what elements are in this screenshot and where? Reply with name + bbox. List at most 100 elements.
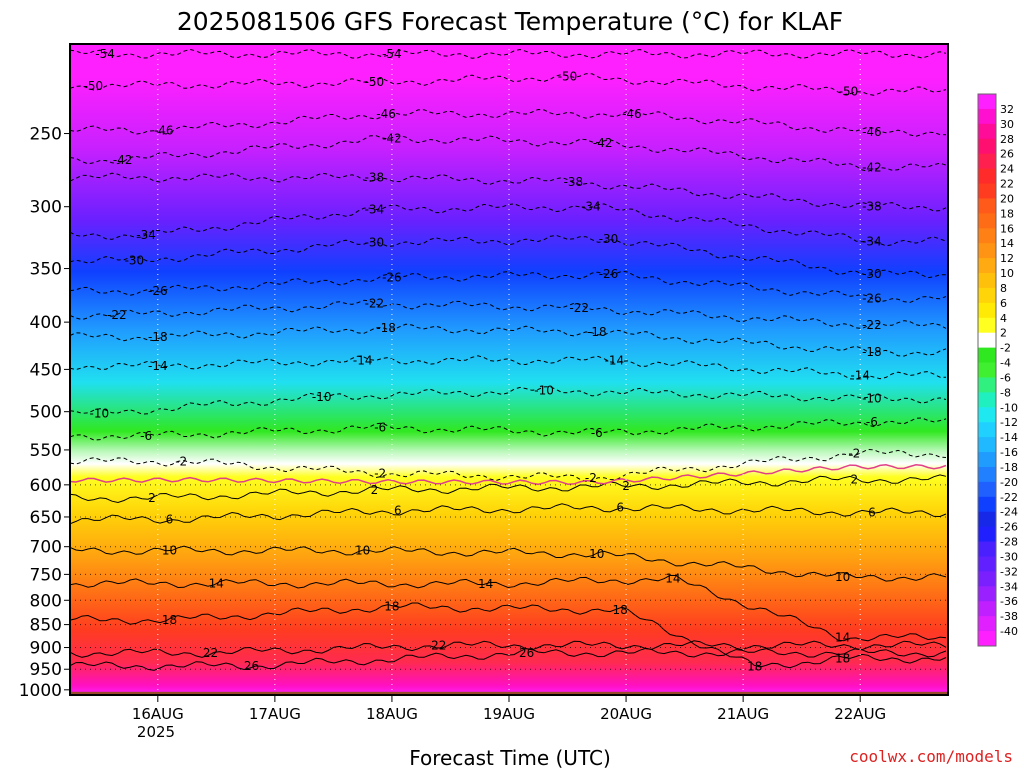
y-axis: 250 300 350 400 450 500 550 600 650 700 750 800 850 9… — [19, 125, 70, 701]
colorbar-label: -40 — [1000, 625, 1018, 638]
contour-label: -54 — [95, 47, 115, 61]
x-tick-label: 16AUG — [132, 705, 184, 723]
colorbar-label: -8 — [1000, 386, 1011, 399]
colorbar-swatch — [978, 616, 996, 632]
colorbar-label: 30 — [1000, 118, 1014, 131]
colorbar-swatch — [978, 526, 996, 543]
contour-label: -2 — [585, 471, 597, 485]
colorbar-swatch — [978, 123, 996, 140]
y-tick-label: 800 — [30, 591, 62, 611]
colorbar-swatch — [978, 347, 996, 364]
colorbar-label: -14 — [1000, 431, 1018, 444]
chart-title: 2025081506 GFS Forecast Temperature (°C)… — [177, 7, 843, 36]
contour-label: -42 — [593, 136, 613, 150]
contour-label: -26 — [862, 291, 882, 305]
colorbar-label: 2 — [1000, 327, 1007, 340]
isotherm-line — [69, 355, 947, 380]
colorbar-label: -30 — [1000, 551, 1018, 564]
colorbar-label: 32 — [1000, 103, 1014, 116]
colorbar-label: 6 — [1000, 297, 1007, 310]
contour-label: -22 — [862, 318, 882, 332]
contour-label: -46 — [862, 125, 882, 139]
credit-text[interactable]: coolwx.com/models — [849, 747, 1013, 766]
colorbar-swatch — [978, 392, 996, 408]
contour-label: -18 — [376, 321, 396, 335]
y-tick-label: 300 — [30, 198, 62, 218]
colorbar-swatch — [978, 108, 996, 125]
contour-label: 22 — [203, 646, 218, 660]
y-tick-label: 400 — [30, 313, 62, 333]
isotherm-line — [69, 640, 947, 658]
contour-labels: -54 -54 -50 -50 -50 -50 -46 -46 -46 -46 -42 -42 -42 -… — [84, 47, 882, 674]
colorbar-label: 20 — [1000, 192, 1014, 205]
isotherm-line — [69, 602, 947, 669]
contour-label: 18 — [613, 603, 628, 617]
colorbar-swatch — [978, 481, 996, 498]
contour-label: -18 — [862, 345, 882, 359]
colorbar-label: 18 — [1000, 207, 1014, 220]
colorbar-swatch — [978, 571, 996, 587]
x-axis-label: Forecast Time (UTC) — [409, 746, 611, 768]
colorbar-swatch — [978, 228, 996, 244]
grid-lines — [70, 44, 948, 695]
y-tick-label: 600 — [30, 476, 62, 496]
colorbar-label: -26 — [1000, 521, 1018, 534]
contour-label: -10 — [862, 392, 882, 406]
colorbar-swatch — [978, 466, 996, 483]
colorbar-swatch — [978, 377, 996, 393]
contour-label: -38 — [365, 171, 385, 185]
contour-label: -38 — [862, 200, 882, 214]
colorbar-label: -10 — [1000, 401, 1018, 414]
contour-label: -6 — [866, 415, 878, 429]
colorbar-label: -24 — [1000, 506, 1018, 519]
colorbar-swatch — [978, 273, 996, 289]
colorbar-swatch — [978, 556, 996, 572]
colorbar-swatch — [978, 332, 996, 349]
isotherm-line — [69, 474, 947, 504]
colorbar-swatch — [978, 168, 996, 185]
colorbar-label: 14 — [1000, 237, 1014, 250]
colorbar-label: -6 — [1000, 372, 1011, 385]
contour-label: 18 — [747, 660, 762, 674]
colorbar-label: 24 — [1000, 163, 1014, 176]
y-tick-label: 700 — [30, 538, 62, 558]
colorbar-swatch — [978, 317, 996, 334]
contour-label: 14 — [665, 572, 680, 586]
isotherm-line — [69, 172, 947, 212]
colorbar-swatch — [978, 496, 996, 513]
colorbar-label: 10 — [1000, 267, 1014, 280]
contour-label: -22 — [569, 301, 589, 315]
x-tick-label: 21AUG — [717, 705, 769, 723]
colorbar-label: 12 — [1000, 252, 1014, 265]
colorbar-swatch — [978, 407, 996, 423]
colorbar-label: -2 — [1000, 342, 1011, 355]
colorbar-swatch — [978, 437, 996, 453]
x-tick-label: 20AUG — [600, 705, 652, 723]
y-tick-label: 750 — [30, 565, 62, 585]
contour-label: -34 — [581, 200, 601, 214]
colorbar-label: -22 — [1000, 491, 1018, 504]
contour-label: -6 — [140, 429, 152, 443]
contour-label: -50 — [365, 75, 385, 89]
isotherm-lines — [69, 48, 947, 671]
colorbar-swatch — [978, 243, 996, 259]
colorbar-label: -38 — [1000, 610, 1018, 623]
contour-label: 14 — [209, 576, 224, 590]
colorbar-swatch — [978, 511, 996, 528]
contour-label: -34 — [365, 202, 385, 216]
contour-label: -50 — [84, 79, 104, 93]
contour-label: 18 — [835, 652, 850, 666]
isotherm-line — [69, 503, 947, 525]
y-tick-label: 450 — [30, 360, 62, 380]
contour-label: -26 — [148, 284, 168, 298]
contour-label: 6 — [166, 512, 174, 526]
isotherm-line — [69, 647, 947, 671]
y-tick-label: 1000 — [19, 681, 62, 701]
y-tick-label: 550 — [30, 441, 62, 461]
contour-label: 14 — [835, 631, 850, 645]
contour-label: 10 — [162, 544, 177, 558]
colorbar-swatch — [978, 153, 996, 170]
contour-label: 22 — [431, 638, 446, 652]
